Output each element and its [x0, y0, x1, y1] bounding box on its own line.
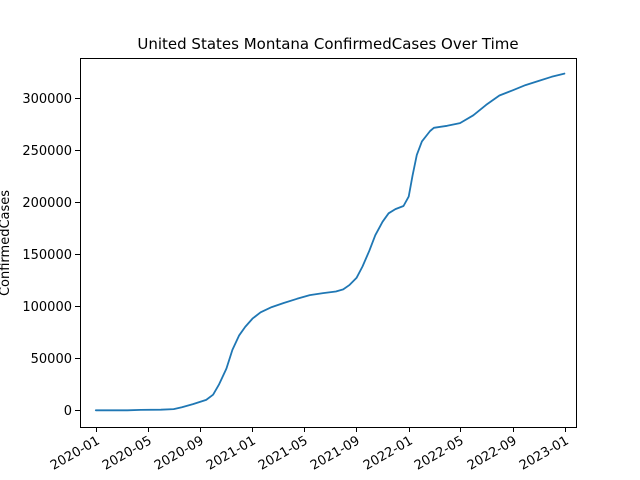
x-tick-label: 2020-01	[48, 433, 103, 473]
axes-frame	[80, 58, 577, 428]
chart-title: United States Montana ConfirmedCases Ove…	[137, 35, 518, 53]
y-tick-label: 250000	[22, 144, 72, 159]
x-tick-label: 2023-01	[517, 433, 572, 473]
y-tick-label: 200000	[22, 196, 72, 211]
y-tick-label: 100000	[22, 300, 72, 315]
x-axis-ticks: 2020-012020-052020-092021-012021-052021-…	[48, 427, 572, 474]
x-tick-label: 2022-09	[465, 433, 520, 473]
x-tick-label: 2020-09	[152, 433, 207, 473]
y-tick-label: 300000	[22, 92, 72, 107]
y-axis-label: ConfirmedCases	[0, 190, 13, 296]
y-axis-ticks: 0 50000 100000 150000 200000 250000 300000	[22, 92, 80, 419]
y-tick-label: 0	[64, 404, 72, 419]
plot-area	[80, 58, 577, 428]
x-tick-label: 2021-09	[308, 433, 363, 473]
y-tick-label: 50000	[31, 352, 72, 367]
x-tick-label: 2022-01	[361, 433, 416, 473]
series-line-1	[94, 72, 566, 412]
y-tick-label: 150000	[22, 248, 72, 263]
series-layer	[94, 72, 566, 412]
x-tick-label: 2021-01	[204, 433, 259, 473]
x-tick-label: 2020-05	[100, 433, 155, 473]
x-tick-label: 2021-05	[256, 433, 311, 473]
x-tick-label: 2022-05	[412, 433, 467, 473]
